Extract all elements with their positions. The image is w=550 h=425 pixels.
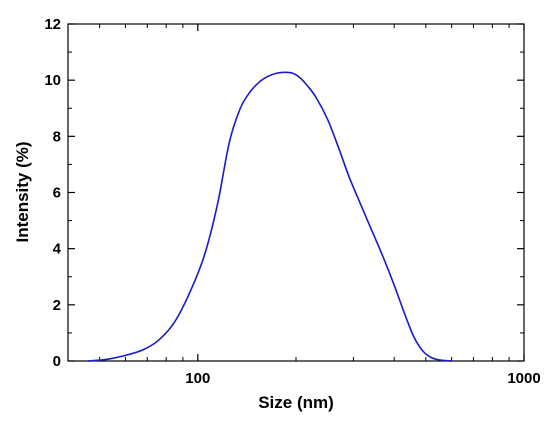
- series-line: [87, 71, 452, 362]
- x-tick-label: 100: [185, 370, 210, 387]
- y-tick-label: 6: [53, 185, 61, 202]
- axis-ticks: [68, 23, 525, 362]
- y-tick-label: 8: [53, 128, 61, 145]
- x-axis-title: Size (nm): [258, 393, 334, 412]
- y-tick-label: 4: [53, 241, 62, 258]
- x-tick-label: 1000: [507, 370, 540, 387]
- series-layer: [87, 71, 452, 362]
- y-tick-label: 10: [44, 72, 61, 89]
- y-axis-title: Intensity (%): [13, 141, 32, 242]
- y-tick-label: 0: [53, 353, 61, 370]
- y-tick-label: 12: [44, 16, 61, 33]
- tick-labels: 0 2 4 6 8 10 12 100 1000: [44, 16, 540, 387]
- y-tick-label: 2: [53, 297, 61, 314]
